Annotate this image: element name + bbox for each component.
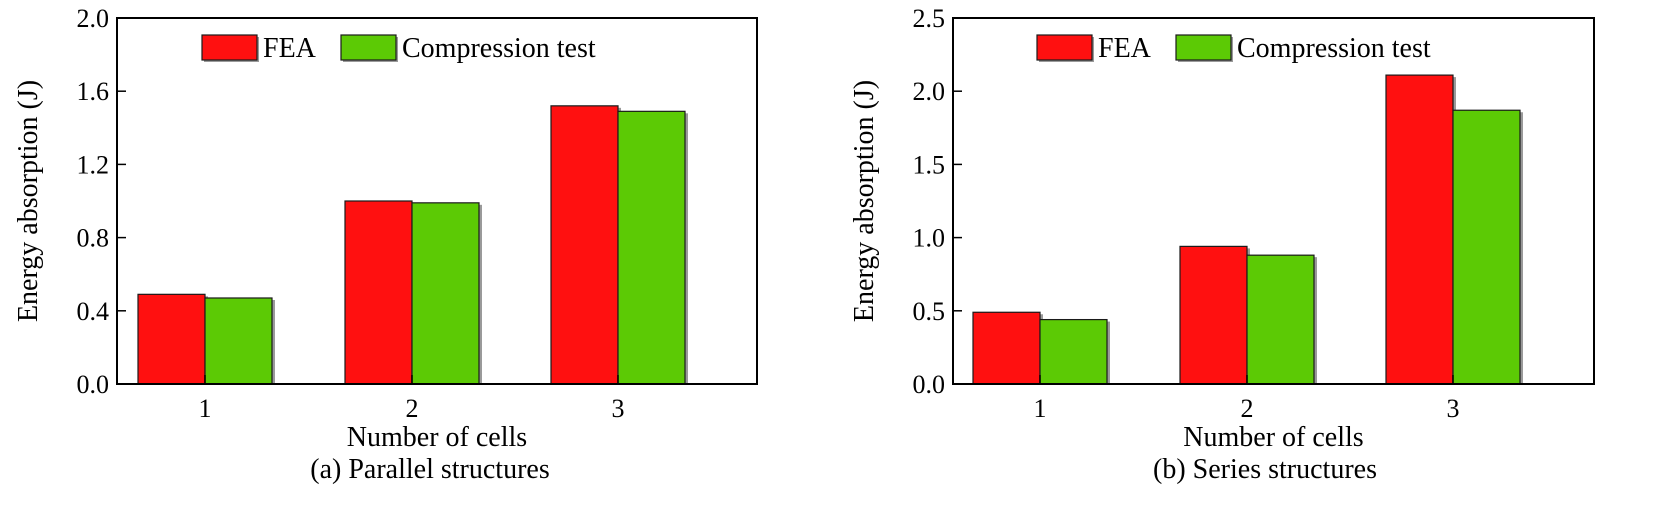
chart-caption: (a) Parallel structures (310, 454, 549, 485)
legend: FEA Compression test (1036, 33, 1431, 64)
y-tick-label: 0.4 (77, 297, 110, 326)
y-tick-label: 1.2 (77, 150, 110, 179)
y-tick-label: 1.6 (77, 77, 110, 106)
legend-label-compression-test: Compression test (402, 33, 596, 64)
y-tick-label: 1.0 (913, 224, 946, 253)
bar-fea-3 (1385, 74, 1454, 385)
bar-compression-test-3 (1452, 109, 1521, 385)
chart-caption: (b) Series structures (1153, 454, 1377, 485)
y-tick-label: 2.0 (77, 4, 110, 33)
y-tick-label: 1.5 (913, 150, 946, 179)
chart-parallel-structures: 0.0 0.4 0.8 1.2 1.6 2.0 1 2 3 Number of cells Ener… (13, 4, 758, 485)
y-tick-label: 2.0 (913, 77, 946, 106)
legend: FEA Compression test (201, 33, 596, 64)
legend-label-fea: FEA (263, 33, 317, 64)
bar-fea-1 (137, 293, 206, 385)
legend-swatch-fea (1036, 34, 1093, 61)
legend-swatch-compression-test (1175, 34, 1232, 61)
bar-compression-test-2 (1246, 254, 1315, 385)
legend-label-compression-test: Compression test (1237, 33, 1431, 64)
x-tick-label: 1 (1034, 394, 1047, 423)
x-tick-label: 2 (1241, 394, 1254, 423)
x-tick-label: 3 (1447, 394, 1460, 423)
y-tick-label: 2.5 (913, 4, 946, 33)
y-tick-label: 0.0 (913, 370, 946, 399)
legend-swatch-fea (201, 34, 258, 61)
chart-series-structures: 0.0 0.5 1.0 1.5 2.0 2.5 1 2 3 Number of cells Ener… (849, 4, 1595, 485)
x-tick-label: 3 (612, 394, 625, 423)
y-tick-label: 0.8 (77, 224, 110, 253)
y-tick-label: 0.5 (913, 297, 946, 326)
plot-frame (116, 17, 758, 385)
bar-fea-2 (1179, 245, 1248, 385)
y-axis-label: Energy absorption (J) (849, 80, 880, 322)
x-axis-label: Number of cells (347, 422, 527, 453)
y-axis-label: Energy absorption (J) (13, 80, 44, 322)
x-tick-label: 1 (199, 394, 212, 423)
bar-fea-2 (344, 200, 413, 385)
x-axis-label: Number of cells (1183, 422, 1363, 453)
bar-compression-test-1 (1039, 318, 1108, 385)
bar-compression-test-2 (411, 202, 480, 385)
bar-fea-3 (550, 105, 619, 385)
x-tick-label: 2 (406, 394, 419, 423)
bar-compression-test-3 (617, 110, 686, 385)
legend-label-fea: FEA (1098, 33, 1152, 64)
bar-fea-1 (972, 311, 1041, 385)
bar-compression-test-1 (204, 297, 273, 385)
legend-swatch-compression-test (340, 34, 397, 61)
plot-frame (952, 17, 1595, 385)
y-tick-label: 0.0 (77, 370, 110, 399)
